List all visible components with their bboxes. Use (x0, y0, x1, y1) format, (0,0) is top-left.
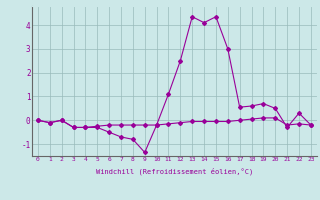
X-axis label: Windchill (Refroidissement éolien,°C): Windchill (Refroidissement éolien,°C) (96, 168, 253, 175)
